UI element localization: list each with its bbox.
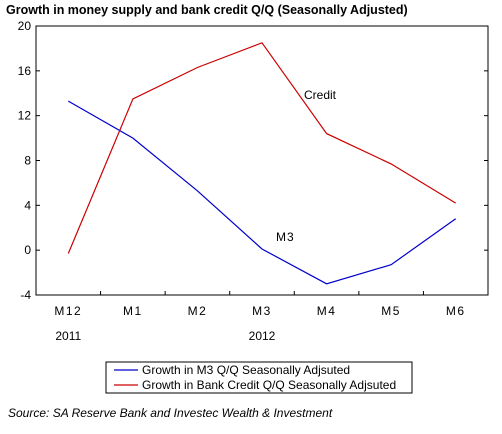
x-axis: M12 M1 M2 M3 M4 M5 M6 2011 2012 (54, 291, 466, 343)
legend-entry: Growth in M3 Q/Q Seasonally Adjsuted (142, 363, 350, 377)
y-tick-label: 16 (18, 64, 32, 78)
x-tick-label: M1 (123, 304, 143, 318)
y-tick-label: 8 (24, 154, 31, 168)
x-tick-label: M2 (188, 304, 208, 318)
y-tick-label: 0 (24, 243, 31, 257)
series-labels: Credit M3 (276, 88, 337, 244)
x-tick-label: M3 (252, 304, 272, 318)
y-tick-label: 20 (18, 19, 32, 33)
series-line-m3 (68, 100, 457, 285)
plot-area (35, 25, 489, 296)
legend-box (105, 361, 413, 394)
series-label-credit: Credit (304, 88, 337, 102)
y-axis: -4 0 4 8 12 16 20 (18, 19, 488, 302)
x-year-label: 2011 (55, 329, 81, 343)
series-line-credit (67, 42, 457, 254)
x-tick-label: M12 (54, 304, 82, 318)
x-tick-label: M5 (381, 304, 401, 318)
x-year-label: 2012 (249, 329, 276, 343)
legend-entry: Growth in Bank Credit Q/Q Seasonally Adj… (142, 378, 396, 392)
chart-title: Growth in money supply and bank credit Q… (6, 3, 408, 17)
series-lines (67, 42, 457, 285)
y-tick-label: -4 (20, 288, 31, 302)
series-label-m3: M3 (276, 230, 295, 244)
x-tick-label: M6 (446, 304, 466, 318)
y-tick-label: 4 (24, 198, 31, 212)
source-note: Source: SA Reserve Bank and Investec Wea… (8, 406, 333, 420)
legend: Growth in M3 Q/Q Seasonally AdjsutedGrow… (105, 361, 413, 394)
y-tick-label: 12 (18, 109, 32, 123)
x-tick-label: M4 (317, 304, 337, 318)
